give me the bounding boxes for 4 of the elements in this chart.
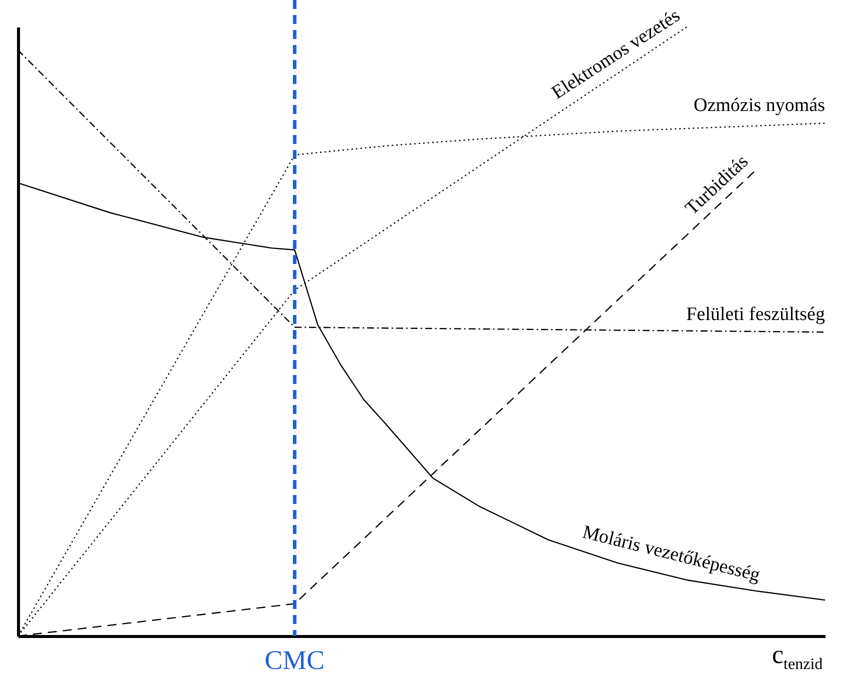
series-label: Felületi feszültség xyxy=(686,304,826,326)
series-label: Ozmózis nyomás xyxy=(694,95,825,116)
text: CMC xyxy=(264,645,325,675)
x-axis-title: c$_{tenzid}$ xyxy=(772,640,823,674)
